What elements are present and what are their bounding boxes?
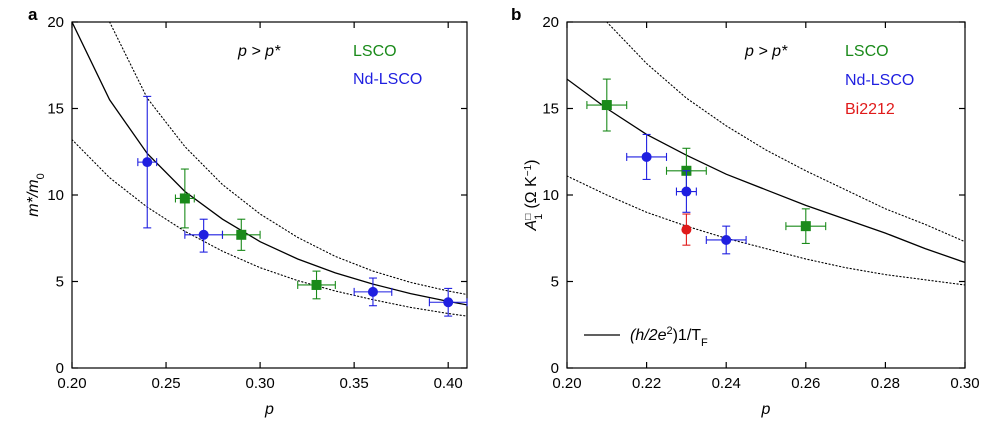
circle-marker bbox=[367, 286, 378, 297]
x-tick-label: 0.24 bbox=[712, 375, 741, 392]
curves bbox=[72, 22, 467, 317]
y-tick-label: 20 bbox=[47, 14, 64, 31]
bound-curve-dotted bbox=[109, 22, 467, 296]
data-point bbox=[137, 95, 158, 229]
square-marker bbox=[179, 193, 190, 204]
circle-marker bbox=[681, 186, 692, 197]
x-axis-label: p bbox=[264, 401, 274, 418]
y-tick-label: 20 bbox=[542, 14, 559, 31]
y-tick-label: 5 bbox=[56, 274, 64, 291]
legend-lsco: LSCO bbox=[353, 43, 397, 60]
curves bbox=[567, 22, 965, 286]
data-point bbox=[626, 133, 668, 180]
y-tick-label: 15 bbox=[542, 101, 559, 118]
y-tick-label: 10 bbox=[542, 187, 559, 204]
data-point bbox=[675, 170, 697, 213]
legend-nd-lsco: Nd-LSCO bbox=[845, 72, 914, 89]
curve-legend-label: (h/2e2)1/TF bbox=[630, 325, 708, 349]
legend-nd-lsco: Nd-LSCO bbox=[353, 71, 422, 88]
x-tick-label: 0.22 bbox=[632, 375, 661, 392]
square-marker bbox=[311, 279, 322, 290]
data-point bbox=[705, 225, 747, 255]
legend-lsco: LSCO bbox=[845, 43, 889, 60]
data-point bbox=[428, 287, 468, 317]
x-axis-label: p bbox=[761, 401, 771, 418]
panel-letter: b bbox=[511, 5, 521, 24]
y-tick-label: 10 bbox=[47, 187, 64, 204]
data-point bbox=[297, 270, 336, 300]
circle-marker bbox=[721, 234, 732, 245]
y-tick-label: 5 bbox=[551, 274, 559, 291]
y-label-main: m*/m bbox=[25, 179, 42, 216]
data-point bbox=[184, 218, 224, 253]
data-point bbox=[221, 218, 261, 251]
series-bi2212 bbox=[681, 213, 692, 246]
data-point bbox=[174, 168, 195, 229]
y-tick-label: 0 bbox=[551, 360, 559, 377]
panel-b: b 0.20 0.22 0.24 0.26 0.28 0.30 0 5 10 15 20 p A1□ (Ω … bbox=[511, 5, 980, 418]
square-marker bbox=[800, 221, 811, 232]
y-tick-label: 15 bbox=[47, 101, 64, 118]
series-lsco bbox=[174, 168, 336, 300]
circle-marker bbox=[198, 229, 209, 240]
curve-legend-mid: )1/T bbox=[673, 327, 702, 344]
square-marker bbox=[236, 229, 247, 240]
x-tick-label: 0.30 bbox=[950, 375, 979, 392]
circle-marker bbox=[681, 224, 692, 235]
x-tick-label: 0.35 bbox=[340, 375, 369, 392]
y-label-close: ) bbox=[523, 160, 540, 165]
x-tick-label: 0.25 bbox=[151, 375, 180, 392]
x-tick-label: 0.20 bbox=[57, 375, 86, 392]
x-tick-label: 0.20 bbox=[552, 375, 581, 392]
annotation-p-greater: p > p* bbox=[744, 43, 788, 60]
circle-marker bbox=[142, 157, 153, 168]
bound-curve-dotted bbox=[72, 139, 467, 317]
x-tick-label: 0.26 bbox=[791, 375, 820, 392]
y-axis-label: m*/m0 bbox=[25, 173, 47, 216]
bound-curve-dotted bbox=[567, 175, 965, 286]
data-point bbox=[785, 208, 827, 244]
x-tick-label: 0.40 bbox=[434, 375, 463, 392]
y-label-unit-sup: −1 bbox=[523, 164, 534, 176]
square-marker bbox=[601, 100, 612, 111]
y-tick-label: 0 bbox=[56, 360, 64, 377]
series-nd-lsco bbox=[626, 133, 747, 255]
data-point bbox=[681, 213, 692, 246]
circle-marker bbox=[641, 151, 652, 162]
y-label-sup: □ bbox=[523, 214, 534, 220]
curve-legend-open: (h/2e bbox=[630, 327, 667, 344]
fit-curve bbox=[72, 22, 467, 306]
curve-legend-sup: 2 bbox=[666, 325, 672, 337]
x-tick-label: 0.28 bbox=[871, 375, 900, 392]
curve-legend-sub: F bbox=[701, 337, 708, 349]
legend-bi2212: Bi2212 bbox=[845, 101, 895, 118]
fit-curve bbox=[567, 78, 965, 264]
circle-marker bbox=[443, 297, 454, 308]
bound-curve-dotted bbox=[606, 22, 965, 243]
series-lsco bbox=[586, 78, 827, 244]
data-point bbox=[586, 78, 628, 132]
y-label-main: A bbox=[523, 220, 540, 232]
y-label-sub: 1 bbox=[533, 214, 545, 220]
y-label-unit: (Ω K bbox=[523, 176, 540, 209]
data-point bbox=[353, 277, 393, 307]
panel-letter: a bbox=[28, 5, 38, 24]
series-nd-lsco bbox=[137, 95, 468, 317]
annotation-p-greater: p > p* bbox=[237, 43, 281, 60]
x-tick-label: 0.30 bbox=[245, 375, 274, 392]
y-axis-label: A1□ (Ω K−1) bbox=[523, 160, 546, 232]
y-label-sub: 0 bbox=[35, 173, 47, 179]
